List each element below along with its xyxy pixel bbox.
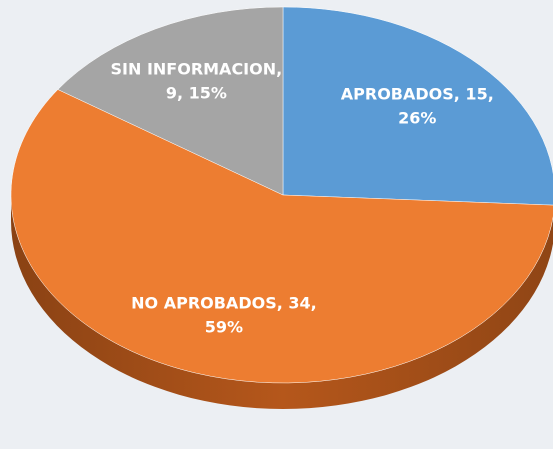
pie-slice — [57, 6, 284, 196]
pie-slice — [10, 89, 553, 384]
data-label: 9, 15% — [166, 84, 227, 103]
data-label: NO APROBADOS, 34, — [131, 294, 317, 313]
pie-slice — [282, 6, 553, 206]
data-label: APROBADOS, 15, — [341, 85, 494, 104]
data-label: SIN INFORMACION, — [111, 60, 283, 79]
data-label: 59% — [205, 318, 243, 337]
data-label: 26% — [398, 109, 436, 128]
